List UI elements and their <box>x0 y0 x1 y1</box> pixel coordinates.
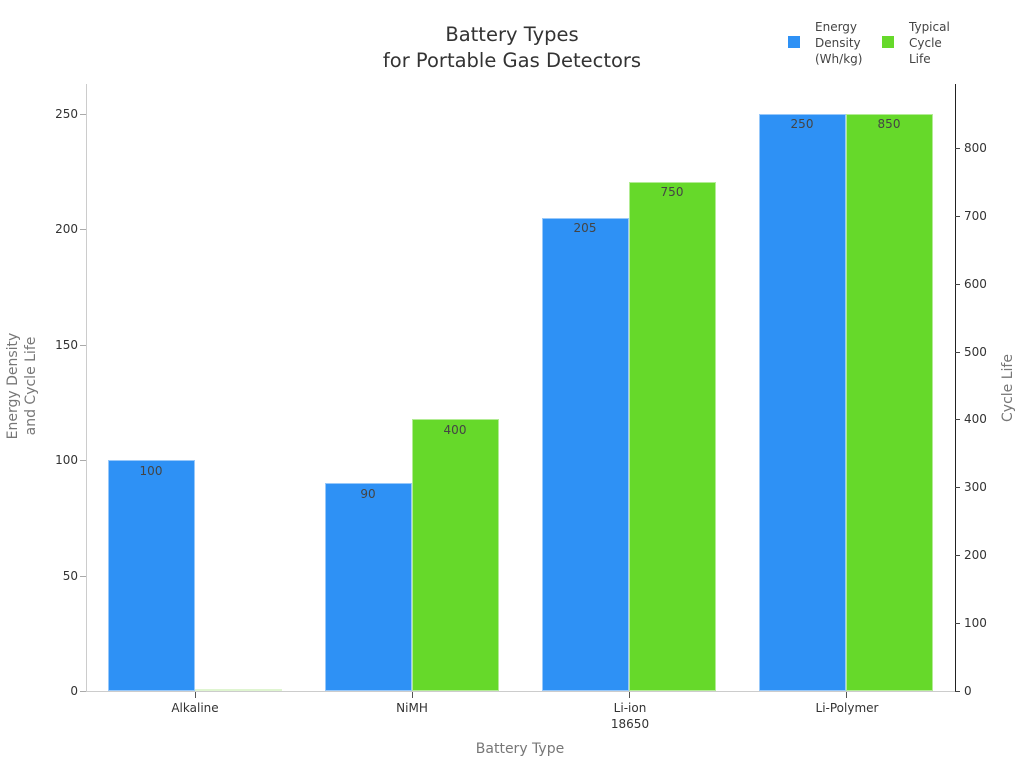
y-right-tick-label: 100 <box>964 616 987 630</box>
x-axis-line <box>86 691 956 692</box>
y-right-tickmark <box>955 352 960 353</box>
bar-energy-li-ion[interactable] <box>542 218 629 691</box>
y-left-tick-label: 200 <box>55 222 78 236</box>
chart-title: Battery Types for Portable Gas Detectors <box>312 22 712 74</box>
y-left-tickmark <box>80 576 86 577</box>
legend-swatch-blue-icon <box>788 36 800 48</box>
bar-energy-li-polymer[interactable] <box>759 114 846 691</box>
x-tickmark <box>412 692 413 698</box>
bar-energy-nimh[interactable] <box>325 483 412 691</box>
y-axis-right-title: Cycle Life <box>1000 354 1016 422</box>
y-right-tick-label: 400 <box>964 412 987 426</box>
x-tick-label: NiMH <box>396 701 428 715</box>
y-right-tickmark <box>955 284 960 285</box>
y-axis-left-line <box>86 84 87 692</box>
legend-label: Typical Cycle Life <box>909 20 950 66</box>
x-tick-label: Li-Polymer <box>815 701 879 715</box>
y-left-tick-label: 100 <box>55 453 78 467</box>
y-left-tick-label: 150 <box>55 338 78 352</box>
y-left-tickmark <box>80 345 86 346</box>
y-right-tick-label: 0 <box>964 684 972 698</box>
x-tick-label: Li-ion 18650 <box>610 701 650 731</box>
bar-energy-alkaline[interactable] <box>108 460 195 691</box>
bar-cycle-li-ion[interactable] <box>629 182 716 691</box>
y-right-tickmark <box>955 148 960 149</box>
bar-label-cycle: 850 <box>877 117 901 131</box>
x-tickmark <box>195 692 196 698</box>
x-tick-label: Alkaline <box>171 701 219 715</box>
bar-label-cycle: 400 <box>443 423 467 437</box>
bar-cycle-alkaline[interactable] <box>195 689 282 691</box>
y-left-tickmark <box>80 460 86 461</box>
y-right-tick-label: 200 <box>964 548 987 562</box>
x-tickmark <box>629 692 630 698</box>
bar-label-energy: 250 <box>790 117 814 131</box>
bar-label-cycle: 750 <box>660 185 684 199</box>
y-left-tick-label: 50 <box>62 569 78 583</box>
y-right-tick-label: 600 <box>964 277 987 291</box>
bar-label-energy: 100 <box>139 464 163 478</box>
y-right-tick-label: 700 <box>964 209 987 223</box>
y-right-tick-label: 800 <box>964 141 987 155</box>
y-left-tickmark <box>80 691 86 692</box>
y-right-tickmark <box>955 555 960 556</box>
chart-title-line2: for Portable Gas Detectors <box>382 49 642 72</box>
legend-label: Energy Density (Wh/kg) <box>815 20 863 66</box>
y-left-tick-label: 0 <box>70 684 78 698</box>
y-right-tickmark <box>955 487 960 488</box>
legend-swatch-green-icon <box>882 36 894 48</box>
y-right-tickmark <box>955 691 960 692</box>
y-right-tickmark <box>955 623 960 624</box>
bar-label-energy: 205 <box>573 221 597 235</box>
chart-title-line1: Battery Types <box>445 23 579 46</box>
bar-label-energy: 90 <box>360 487 376 501</box>
y-axis-right-line <box>955 84 956 692</box>
y-axis-left-title: Energy Density and Cycle Life <box>5 332 39 440</box>
x-axis-title: Battery Type <box>475 741 565 757</box>
y-right-tickmark <box>955 419 960 420</box>
y-left-tickmark <box>80 229 86 230</box>
y-right-tick-label: 300 <box>964 480 987 494</box>
bar-cycle-li-polymer[interactable] <box>846 114 933 691</box>
x-tickmark <box>846 692 847 698</box>
y-left-tick-label: 250 <box>55 107 78 121</box>
y-right-tick-label: 500 <box>964 345 987 359</box>
y-left-tickmark <box>80 114 86 115</box>
bar-cycle-nimh[interactable] <box>412 419 499 691</box>
y-right-tickmark <box>955 216 960 217</box>
